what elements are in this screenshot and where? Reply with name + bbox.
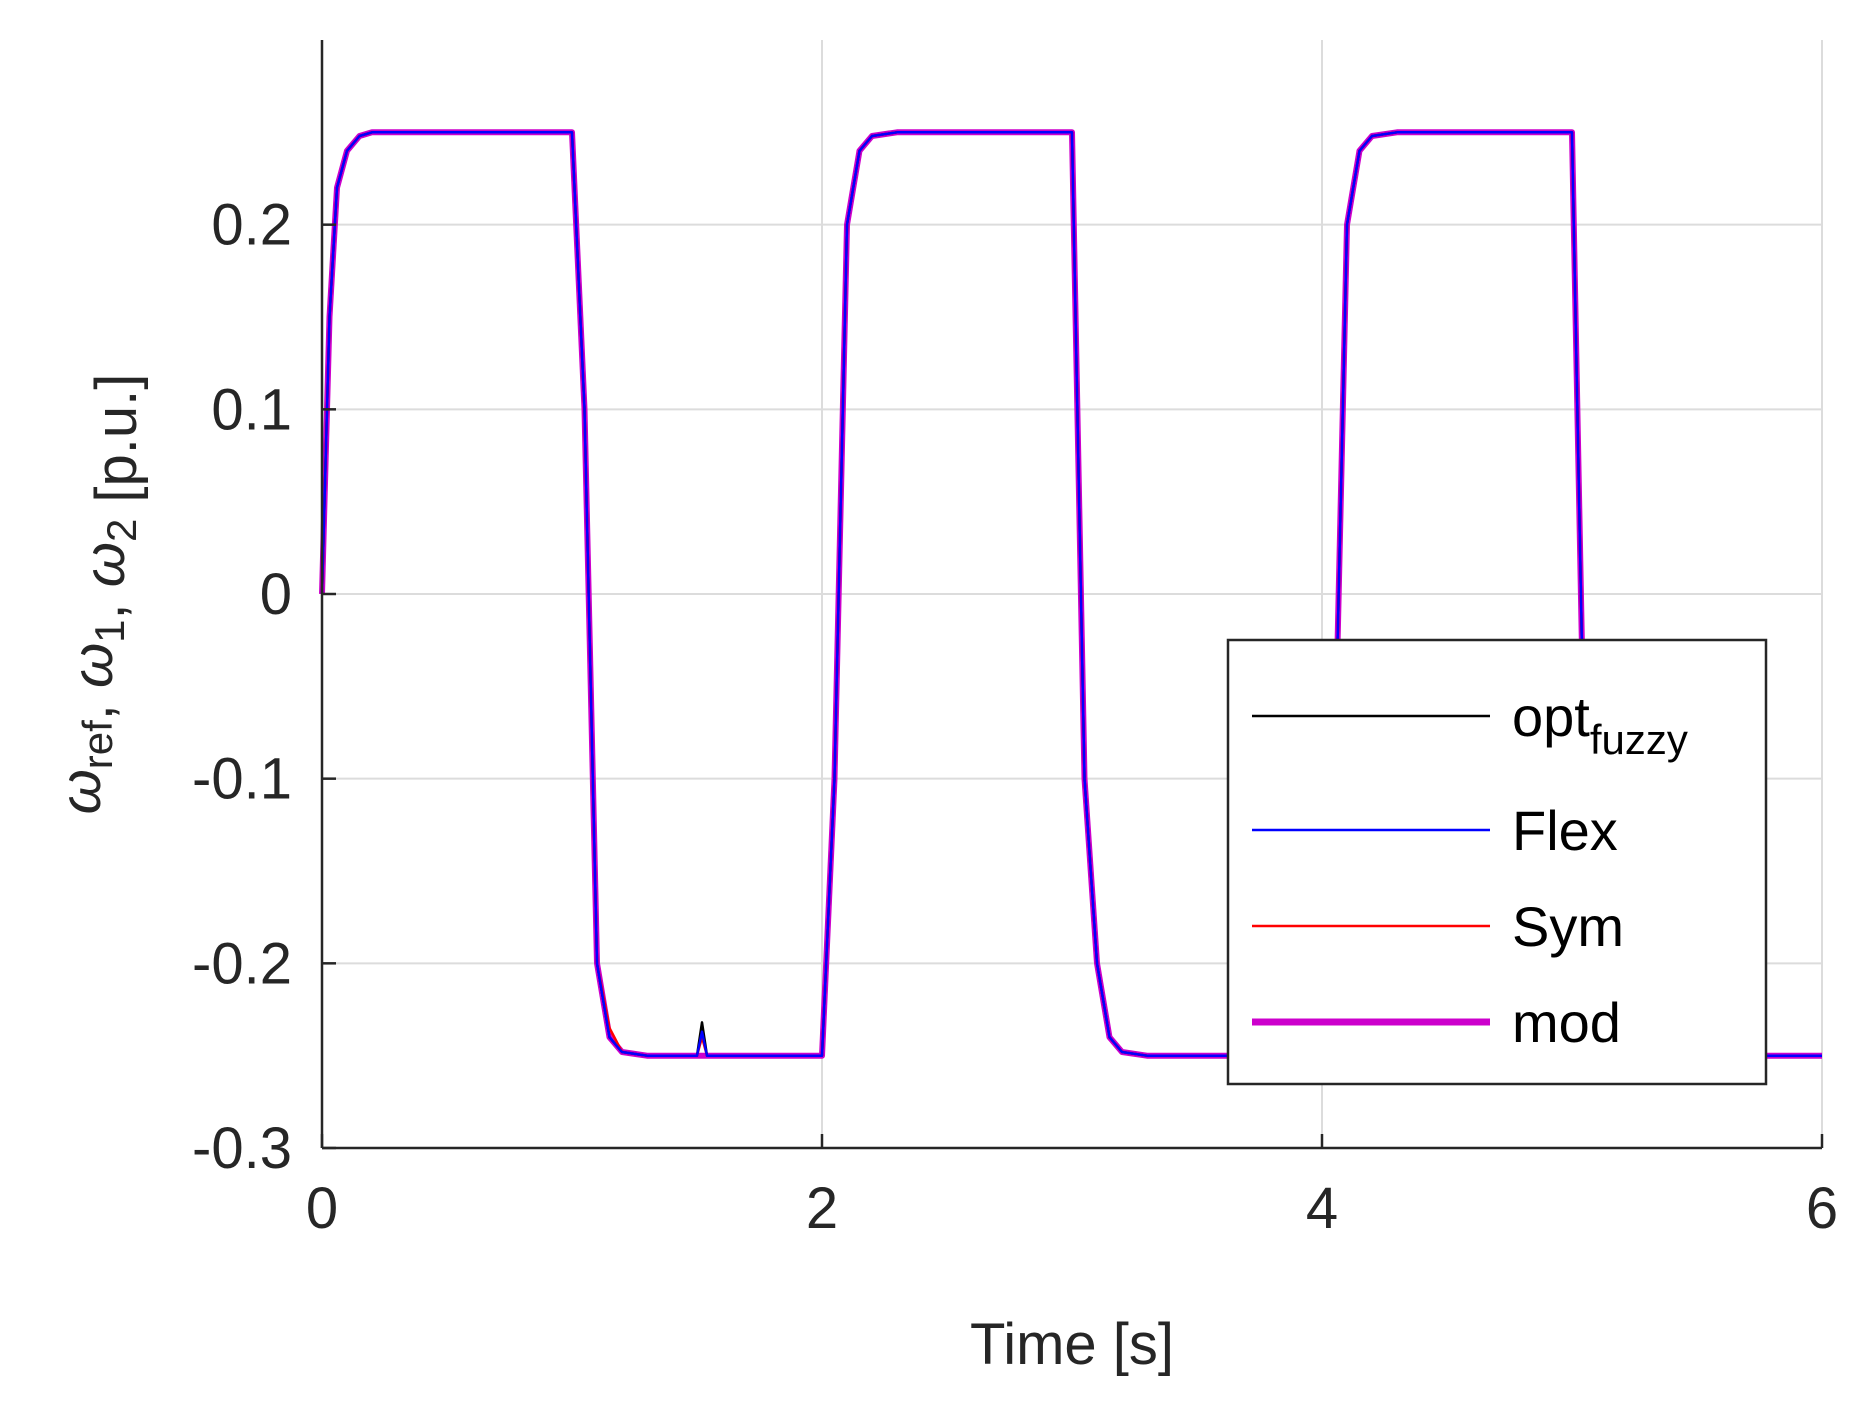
x-tick-label: 0 (306, 1176, 338, 1241)
y-tick-label: 0.2 (211, 193, 292, 258)
y-tick-label: 0.1 (211, 377, 292, 442)
x-tick-label: 2 (806, 1176, 838, 1241)
series-layer (319, 129, 1822, 1059)
x-tick-label: 4 (1306, 1176, 1338, 1241)
legend-label-mod: mod (1512, 991, 1621, 1054)
legend: optfuzzy Flex Sym mod (1226, 638, 1768, 1086)
y-tick-label: 0 (260, 562, 292, 627)
y-tick-label: -0.3 (192, 1116, 292, 1181)
legend-label-opt: optfuzzy (1512, 685, 1688, 763)
legend-label-sym: Sym (1512, 895, 1624, 958)
axes (320, 40, 1824, 1150)
y-tick-label: -0.1 (192, 747, 292, 812)
y-axis-label: ωref, ω1, ω2 [p.u.] (48, 374, 149, 815)
y-tick-labels: -0.3 -0.2 -0.1 0 0.1 0.2 (192, 193, 292, 1181)
legend-label-flex: Flex (1512, 799, 1618, 862)
x-tick-label: 6 (1806, 1176, 1838, 1241)
series-line-flex (320, 131, 1822, 1057)
x-axis-label: Time [s] (970, 1312, 1174, 1377)
x-tick-labels: 0 2 4 6 (306, 1176, 1838, 1241)
legend-box (1226, 638, 1768, 1086)
y-tick-label: -0.2 (192, 931, 292, 996)
